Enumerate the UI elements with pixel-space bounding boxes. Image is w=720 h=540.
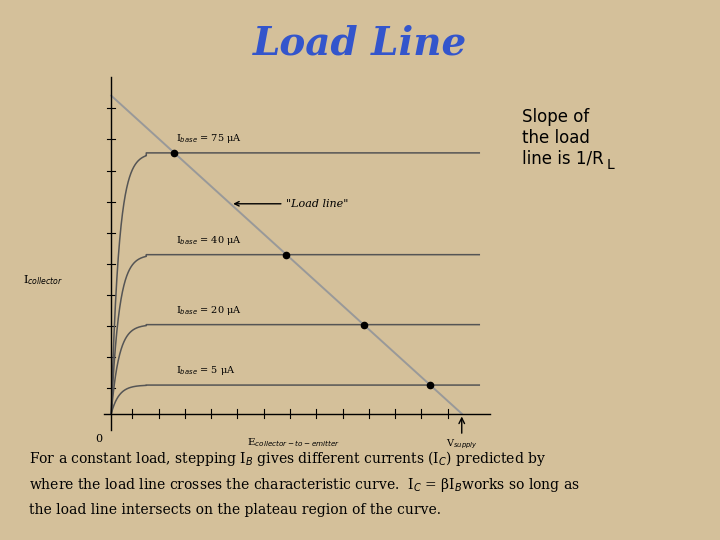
Text: L: L [607, 158, 615, 172]
Text: Load Line: Load Line [253, 24, 467, 62]
Text: I$_{base}$ = 20 μA: I$_{base}$ = 20 μA [176, 303, 242, 316]
Text: V$_{supply}$: V$_{supply}$ [446, 437, 477, 451]
Text: 0: 0 [95, 434, 102, 444]
Text: I$_{base}$ = 40 μA: I$_{base}$ = 40 μA [176, 234, 242, 247]
Text: I$_{collector}$: I$_{collector}$ [23, 273, 63, 287]
Text: Slope of
the load
line is 1/R: Slope of the load line is 1/R [522, 108, 604, 167]
Text: E$_{collector-to-emitter}$: E$_{collector-to-emitter}$ [247, 436, 340, 449]
Text: For a constant load, stepping I$_B$ gives different currents (I$_C$) predicted b: For a constant load, stepping I$_B$ give… [29, 449, 546, 468]
Text: I$_{base}$ = 75 μA: I$_{base}$ = 75 μA [176, 132, 242, 145]
Text: I$_{base}$ = 5 μA: I$_{base}$ = 5 μA [176, 364, 235, 377]
Text: "Load line": "Load line" [235, 199, 349, 209]
Text: the load line intersects on the plateau region of the curve.: the load line intersects on the plateau … [29, 503, 441, 517]
Text: where the load line crosses the characteristic curve.  I$_C$ = βI$_B$works so lo: where the load line crosses the characte… [29, 476, 580, 494]
